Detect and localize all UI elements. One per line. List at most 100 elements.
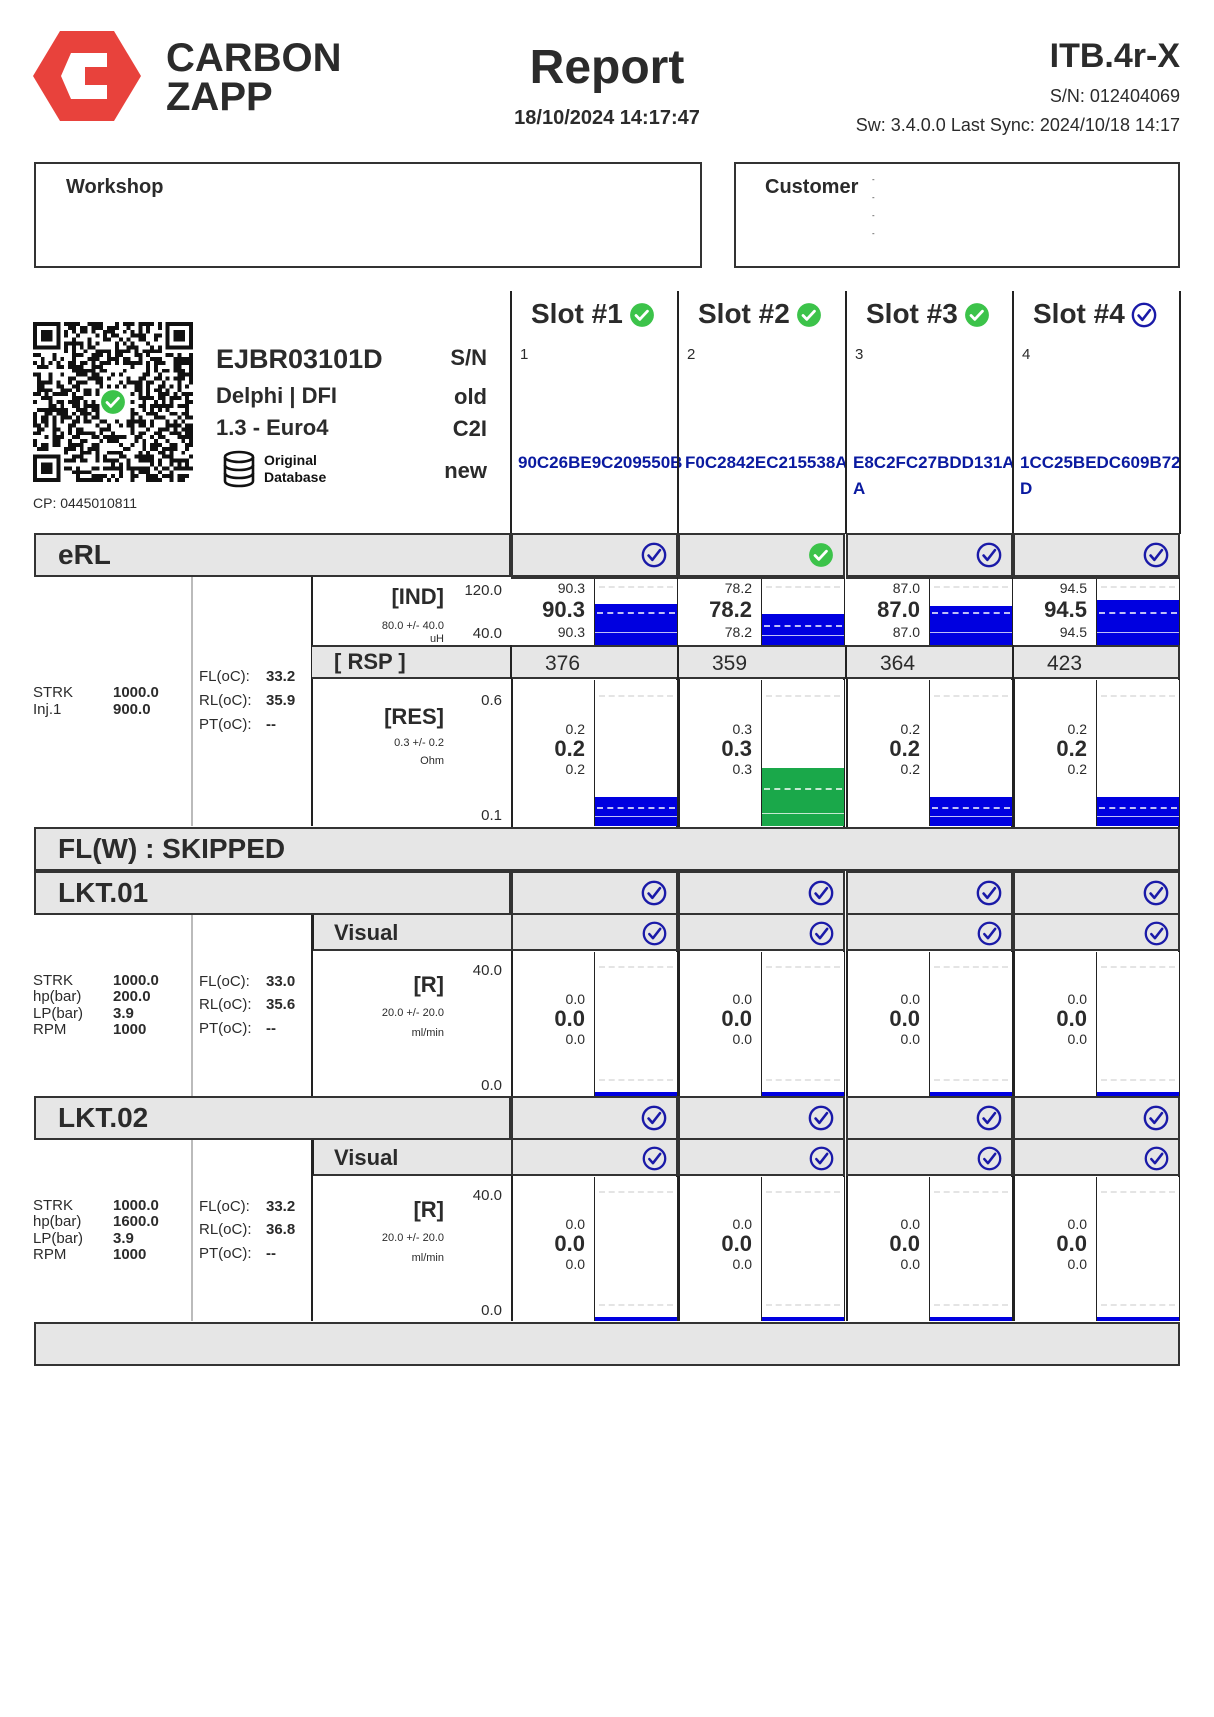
visual-status-cell (678, 915, 845, 951)
slot-injector-code: E8C2FC27BDD131A (853, 452, 1015, 472)
slot-number: 1 (520, 345, 529, 363)
param-value: 200.0 (113, 988, 151, 1005)
ind-axis-min: 40.0 (472, 624, 502, 642)
ind-value: 78.2 (709, 597, 752, 622)
customer-line: - (872, 193, 875, 202)
ind-value-max: 78.2 (724, 580, 752, 596)
param-label: STRK (33, 1196, 74, 1214)
lkt-header (34, 1096, 511, 1140)
leak-bar-chart (761, 1177, 844, 1321)
chart-bar-fill (930, 1092, 1012, 1096)
chart-target-line (764, 788, 842, 791)
ind-unit: uH (429, 632, 444, 645)
rsp-value: 359 (712, 651, 748, 675)
chart-limit-line (934, 1303, 1008, 1306)
slot-injector-code: F0C2842EC215538A (685, 452, 848, 472)
temp-value: 33.2 (266, 1197, 296, 1215)
check-circle-outline-icon (1144, 1146, 1169, 1171)
rsp-label: [ RSP ] (334, 649, 406, 674)
leak-value-min: 0.0 (900, 1256, 920, 1272)
check-circle-filled-icon (964, 302, 990, 328)
chart-limit-line (934, 694, 1008, 697)
param-value: 1000 (113, 1246, 147, 1263)
customer-line: - (872, 211, 875, 220)
param-label: STRK (33, 683, 74, 701)
res-bar-chart (929, 680, 1012, 826)
leak-value-min: 0.0 (900, 1031, 920, 1047)
visual-status-cell (1013, 915, 1180, 951)
erl-title: eRL (58, 539, 111, 570)
slot-injector-code: A (853, 478, 866, 498)
leak-bar-chart (1096, 1177, 1179, 1321)
res-bar-chart (761, 680, 844, 826)
leak-value-max: 0.0 (900, 991, 920, 1007)
leak-cell (1013, 1176, 1180, 1321)
leak-bar-chart (929, 952, 1012, 1096)
ind-cell (678, 577, 845, 645)
param-value: 3.9 (113, 1004, 134, 1022)
chart-bar-fill (930, 1317, 1012, 1321)
report-datetime: 18/10/2024 14:17:47 (514, 107, 700, 129)
lkt-slot-status-cell (1013, 871, 1180, 915)
chart-limit-line (599, 1078, 673, 1081)
ind-cell (1013, 577, 1180, 645)
chart-bar-fill (762, 767, 844, 826)
temp-value: -- (266, 715, 276, 733)
chart-baseline (930, 632, 1012, 634)
check-circle-outline-icon (641, 1105, 667, 1131)
res-unit: Ohm (420, 754, 444, 767)
param-value: 1000 (113, 1021, 147, 1038)
visual-label: Visual (334, 920, 399, 945)
check-circle-outline-icon (1143, 1105, 1169, 1131)
footer-bar (34, 1322, 1180, 1366)
slot-column-divider (677, 291, 679, 534)
chart-bar-fill (930, 796, 1012, 826)
param-label: STRK (33, 971, 74, 989)
injector-spec: 1.3 - Euro4 (216, 415, 329, 440)
leak-value-min: 0.0 (732, 1256, 752, 1272)
temp-label: FL(oC): (199, 1197, 250, 1215)
temp-value: 33.0 (266, 972, 296, 990)
slot-title: Slot #3 (866, 298, 958, 329)
chart-bar-fill (1097, 796, 1179, 826)
measure-axis-min: 0.0 (481, 1301, 502, 1319)
chart-limit-line (766, 966, 840, 969)
res-bar-chart (594, 680, 677, 826)
slot-number: 3 (855, 345, 864, 363)
slot-title: Slot #4 (1033, 298, 1125, 329)
software-sync: Sw: 3.4.0.0 Last Sync: 2024/10/18 14:17 (855, 115, 1180, 135)
temp-label: FL(oC): (199, 667, 250, 685)
res-value-max: 0.2 (900, 721, 920, 737)
chart-baseline (762, 813, 844, 814)
measure-unit: ml/min (411, 1026, 444, 1039)
check-circle-outline-icon (976, 880, 1002, 906)
temp-value: 33.2 (266, 667, 296, 685)
chart-limit-line (599, 694, 673, 697)
param-label: LP(bar) (33, 1229, 84, 1247)
chart-bar-fill (595, 1092, 677, 1096)
chart-limit-line (766, 1191, 840, 1194)
chart-limit-line (1101, 1078, 1175, 1081)
res-value: 0.2 (1056, 736, 1087, 761)
ind-bar-chart (761, 579, 844, 645)
check-circle-outline-icon (1131, 302, 1157, 328)
chart-limit-line (599, 585, 673, 588)
chart-bar-fill (762, 1317, 844, 1321)
chart-limit-line (1101, 1191, 1175, 1194)
qr-code (33, 322, 193, 482)
sn-label: new (444, 458, 487, 483)
device-name: ITB.4r-X (1049, 37, 1180, 75)
cp-number: CP: 0445010811 (33, 495, 138, 511)
chart-limit-line (934, 1191, 1008, 1194)
temp-label: PT(oC): (199, 1019, 252, 1037)
res-value-max: 0.2 (1067, 721, 1087, 737)
check-circle-outline-icon (1143, 880, 1169, 906)
measure-spec: 20.0 +/- 20.0 (381, 1006, 444, 1019)
injector-code: EJBR03101D (216, 343, 383, 374)
ind-label: [IND] (391, 584, 444, 609)
ind-bar-chart (1096, 579, 1179, 645)
res-value-max: 0.3 (732, 721, 752, 737)
param-label: hp(bar) (33, 1213, 82, 1230)
param-value: 1000.0 (113, 1196, 159, 1214)
leak-value-max: 0.0 (732, 991, 752, 1007)
